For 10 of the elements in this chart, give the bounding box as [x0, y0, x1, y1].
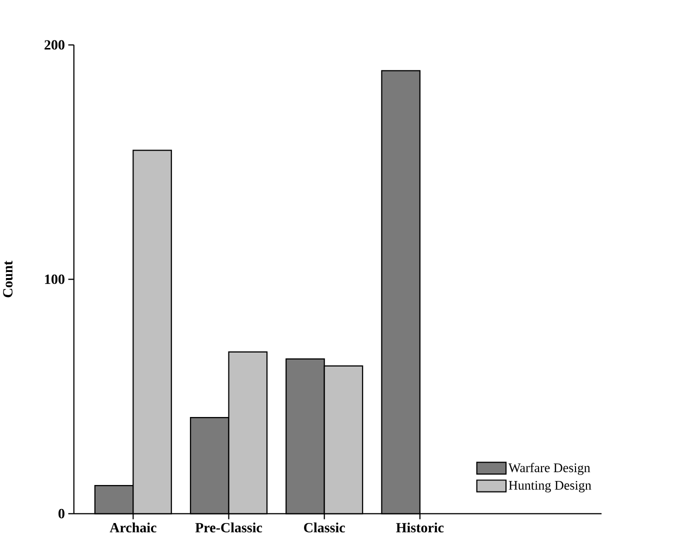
x-tick-label: Pre-Classic: [195, 522, 262, 532]
y-tick-label: 100: [45, 274, 64, 284]
y-axis-title: Count: [3, 260, 13, 298]
legend-label: Hunting Design: [508, 480, 592, 492]
y-tick-label: 200: [44, 40, 64, 50]
x-tick-label: Historic: [396, 522, 444, 532]
y-tick-label: 0: [58, 508, 64, 518]
x-tick-label: Classic: [304, 522, 345, 532]
x-tick-label: Archaic: [110, 522, 156, 532]
legend-label: Warfare Design: [508, 462, 590, 475]
